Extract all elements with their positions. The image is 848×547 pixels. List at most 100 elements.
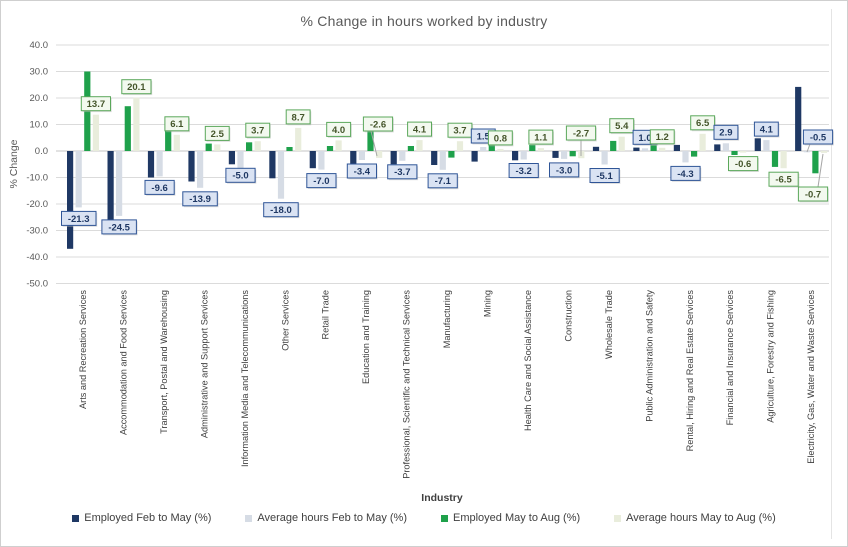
bar — [197, 151, 204, 188]
data-label-green: -0.7 — [797, 186, 829, 203]
x-category-label: Agriculture, Forestry and Fishing — [766, 290, 776, 423]
data-label-green: 3.7 — [245, 122, 271, 139]
bar — [399, 151, 406, 161]
x-category-label: Mining — [483, 290, 493, 317]
bars-group — [67, 71, 828, 249]
bar — [237, 151, 244, 170]
legend-swatch-cream — [614, 514, 622, 522]
bar — [633, 147, 640, 151]
bar — [124, 106, 131, 151]
data-label-green: 1.2 — [649, 129, 676, 146]
bar — [673, 144, 680, 151]
bar — [512, 151, 519, 161]
bar — [569, 151, 576, 157]
bar — [295, 127, 302, 151]
svg-text:1.2: 1.2 — [656, 132, 669, 143]
bar — [318, 151, 325, 170]
svg-text:-3.4: -3.4 — [354, 166, 371, 177]
svg-text:1.0: 1.0 — [638, 133, 651, 144]
bar — [699, 133, 706, 151]
legend-swatch-green — [440, 514, 448, 522]
legend-item-employed-may-aug: Employed May to Aug (%) — [440, 512, 580, 524]
bar — [326, 146, 334, 151]
bar — [529, 144, 536, 151]
svg-text:-3.2: -3.2 — [515, 166, 531, 177]
bar — [75, 151, 82, 208]
y-tick-label: -30.0 — [26, 226, 48, 237]
svg-text:20.1: 20.1 — [127, 82, 146, 93]
data-label-green: 8.7 — [285, 109, 312, 126]
data-label-green: 6.5 — [690, 115, 716, 132]
chart-legend: Employed Feb to May (%) Average hours Fe… — [1, 512, 847, 524]
svg-text:3.7: 3.7 — [453, 126, 466, 137]
y-tick-label: 10.0 — [30, 120, 49, 131]
x-category-label: Professional, Scientific and Technical S… — [402, 290, 412, 479]
legend-item-avg-hours-feb-may: Average hours Feb to May (%) — [245, 512, 407, 524]
data-label-blue: -13.9 — [182, 191, 219, 208]
svg-text:2.5: 2.5 — [211, 129, 225, 140]
data-label-blue: -0.5 — [802, 129, 834, 146]
bar — [448, 151, 455, 158]
x-axis-title: Industry — [421, 492, 463, 504]
bar — [156, 151, 163, 177]
gridlines-group: 40.0 30.0 20.0 10.0 0.0 -10.0 -20.0 -30.0 -40.0 -… — [26, 9, 832, 539]
data-label-blue: -4.3 — [670, 165, 702, 182]
data-label-green: 3.7 — [447, 122, 474, 139]
x-category-label: Construction — [563, 290, 573, 342]
data-label-blue: -3.4 — [346, 163, 378, 180]
svg-text:-24.5: -24.5 — [108, 222, 130, 233]
svg-text:1.5: 1.5 — [477, 131, 491, 142]
svg-text:0.8: 0.8 — [494, 133, 507, 144]
x-category-label: Accommodation and Food Services — [119, 290, 129, 435]
x-category-label: Retail Trade — [321, 290, 331, 340]
data-labels-group: -21.3 13.7 -24.5 20.1 -9.6 6.1 -13.9 2.5 -5.0 3.7… — [61, 79, 834, 236]
y-tick-label: -40.0 — [26, 252, 48, 263]
bar — [116, 151, 123, 216]
svg-text:-4.3: -4.3 — [677, 169, 693, 180]
svg-text:-5.1: -5.1 — [596, 171, 613, 182]
x-category-label: Wholesale Trade — [604, 290, 614, 359]
bar — [722, 143, 729, 151]
svg-text:-6.5: -6.5 — [775, 175, 792, 186]
x-category-label: Health Care and Social Assistance — [523, 290, 533, 431]
leader-line — [817, 153, 824, 188]
bar — [537, 148, 544, 151]
bar — [376, 151, 383, 158]
svg-text:2.9: 2.9 — [719, 128, 732, 139]
svg-text:-3.7: -3.7 — [394, 167, 410, 178]
bar — [592, 146, 600, 151]
svg-text:-0.7: -0.7 — [805, 189, 821, 200]
bar — [731, 151, 738, 155]
legend-swatch-pale-blue — [245, 514, 253, 522]
bar — [246, 142, 253, 151]
bar — [107, 151, 114, 232]
x-category-label: Other Services — [280, 290, 290, 351]
data-label-blue: -24.5 — [101, 219, 138, 236]
data-label-blue: -5.0 — [225, 167, 257, 184]
svg-text:-7.1: -7.1 — [435, 176, 452, 187]
bar — [431, 151, 438, 165]
svg-text:-5.0: -5.0 — [232, 171, 248, 182]
data-label-blue: -3.7 — [387, 164, 419, 181]
svg-text:1.1: 1.1 — [534, 132, 548, 143]
bar — [358, 151, 365, 160]
svg-text:3.7: 3.7 — [251, 126, 264, 137]
data-label-blue: -5.1 — [589, 168, 621, 184]
axis-labels-group: Arts and Recreation Services Accommodatio… — [78, 290, 816, 479]
bar — [763, 140, 770, 151]
bar — [335, 140, 342, 151]
svg-text:-3.0: -3.0 — [556, 165, 572, 176]
bar — [173, 134, 180, 151]
svg-text:-18.0: -18.0 — [270, 205, 292, 216]
data-label-green: 2.5 — [204, 125, 231, 142]
data-label-blue: 4.1 — [753, 121, 780, 138]
data-label-green: 13.7 — [80, 96, 112, 113]
svg-text:-2.6: -2.6 — [370, 119, 386, 130]
x-category-label: Electricity, Gas, Water and Waste Servic… — [806, 290, 816, 464]
data-label-blue: 2.9 — [713, 124, 740, 141]
leader-line — [370, 130, 378, 157]
legend-label: Average hours Feb to May (%) — [257, 512, 407, 524]
svg-text:8.7: 8.7 — [292, 112, 305, 123]
